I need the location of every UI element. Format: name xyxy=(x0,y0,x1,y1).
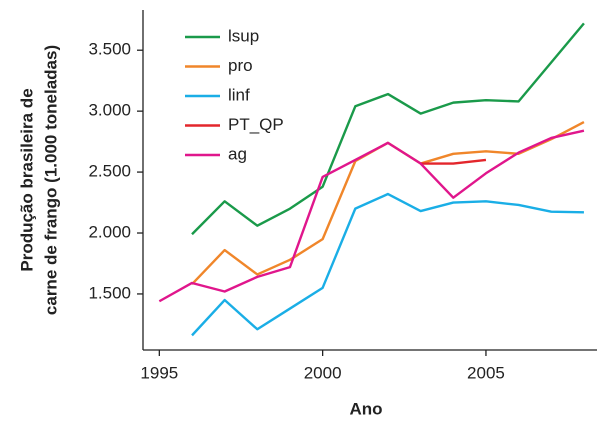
legend-label: pro xyxy=(228,56,253,75)
y-tick-label: 1.500 xyxy=(88,283,131,302)
y-tick-label: 3.000 xyxy=(88,101,131,120)
x-tick-label: 2000 xyxy=(304,363,342,382)
x-tick-label: 1995 xyxy=(140,363,178,382)
legend-label: PT_QP xyxy=(228,115,284,134)
y-axis-title: Produção brasileira de xyxy=(17,88,36,271)
series-line xyxy=(191,192,584,337)
y-tick-label: 3.500 xyxy=(88,40,131,59)
legend-label: lsup xyxy=(228,26,259,45)
y-axis-title: carne de frango (1.000 toneladas) xyxy=(41,45,60,315)
y-tick-label: 2.500 xyxy=(88,162,131,181)
series-line xyxy=(420,158,487,165)
series-line xyxy=(191,121,585,286)
y-tick-label: 2.000 xyxy=(88,222,131,241)
series-line xyxy=(158,129,585,303)
x-axis-title: Ano xyxy=(349,399,382,418)
x-tick-label: 2005 xyxy=(467,363,505,382)
legend-label: linf xyxy=(228,85,250,104)
series-line xyxy=(191,22,585,236)
legend-label: ag xyxy=(228,144,247,163)
